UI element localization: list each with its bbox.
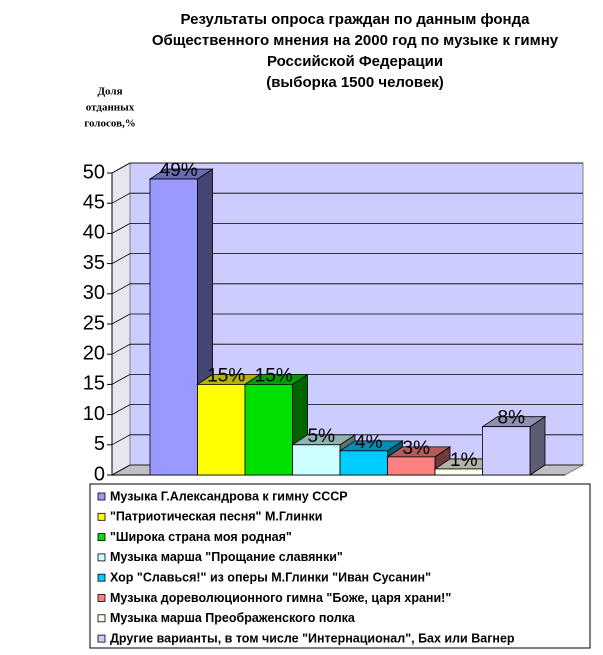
y-tick-label: 20: [83, 342, 105, 364]
data-label: 15%: [207, 365, 245, 386]
grid-line: [111, 162, 583, 174]
legend-swatch: [97, 634, 106, 643]
bar: [339, 450, 388, 476]
legend-swatch: [97, 512, 106, 521]
bar: [149, 178, 198, 476]
legend-swatch: [97, 573, 106, 582]
chart-title: Российской Федерации: [267, 53, 443, 70]
data-label: 15%: [255, 365, 293, 386]
grid-line: [111, 373, 583, 385]
legend-label: Музыка марша Преображенского полка: [110, 611, 356, 625]
grid-line: [111, 313, 583, 325]
legend-label: "Патриотическая песня" М.Глинки: [110, 510, 322, 524]
data-label: 5%: [308, 426, 336, 447]
bar: [387, 456, 436, 476]
bar: [244, 383, 293, 476]
data-label: 8%: [498, 408, 526, 429]
y-tick-label: 5: [94, 433, 105, 455]
y-tick-label: 50: [83, 161, 105, 183]
y-tick-label: 35: [83, 252, 105, 274]
y-tick-label: 0: [94, 463, 105, 485]
legend-label: Музыка Г.Александрова к гимну СССР: [110, 489, 348, 503]
y-tick-label: 25: [83, 312, 105, 334]
y-axis-label: Доля: [97, 86, 122, 98]
y-tick-label: 30: [83, 282, 105, 304]
grid-line: [111, 253, 583, 264]
grid-line: [111, 283, 583, 295]
grid-line: [111, 434, 583, 446]
chart-title: (выборка 1500 человек): [266, 74, 444, 91]
legend-swatch: [97, 553, 106, 562]
data-label: 1%: [450, 450, 478, 471]
legend-label: Другие варианты, в том числе "Интернацио…: [110, 631, 515, 645]
y-tick-label: 15: [83, 373, 105, 395]
grid-line: [111, 404, 583, 415]
legend-label: "Широка страна моя родная": [110, 530, 292, 544]
data-label: 4%: [355, 432, 383, 453]
legend-swatch: [97, 492, 106, 501]
data-label: 3%: [403, 438, 431, 459]
grid-line: [111, 222, 583, 234]
legend: [89, 483, 591, 649]
legend-label: Хор "Славься!" из оперы М.Глинки "Иван С…: [110, 570, 431, 584]
y-axis-label: отданных: [86, 102, 135, 114]
legend-swatch: [97, 614, 106, 623]
y-tick-label: 45: [83, 191, 105, 213]
data-label: 49%: [160, 160, 198, 181]
bar: [197, 383, 246, 476]
bar: [482, 426, 531, 476]
chart-title: Общественного мнения на 2000 год по музы…: [152, 32, 559, 49]
legend-label: Музыка дореволюционного гимна "Боже, цар…: [110, 591, 451, 605]
y-tick-label: 10: [83, 403, 105, 425]
y-axis-label: голосов,%: [84, 118, 136, 130]
chart-title: Результаты опроса граждан по данным фонд…: [181, 11, 531, 28]
legend-swatch: [97, 594, 106, 602]
y-tick-label: 40: [83, 222, 105, 244]
bar: [292, 444, 341, 476]
grid-line: [111, 343, 583, 355]
legend-swatch: [97, 533, 106, 541]
grid-line: [111, 192, 583, 204]
legend-label: Музыка марша "Прощание славянки": [110, 550, 343, 564]
